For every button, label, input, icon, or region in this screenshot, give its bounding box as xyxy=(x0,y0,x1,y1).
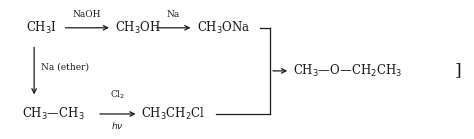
Text: ]: ] xyxy=(455,62,461,79)
Text: CH$_3$OH: CH$_3$OH xyxy=(115,20,161,36)
Text: CH$_3$—CH$_3$: CH$_3$—CH$_3$ xyxy=(22,106,85,122)
Text: CH$_3$ONa: CH$_3$ONa xyxy=(197,20,250,36)
Text: Cl$_2$: Cl$_2$ xyxy=(110,89,125,101)
Text: NaOH: NaOH xyxy=(73,10,101,19)
Text: CH$_3$CH$_2$Cl: CH$_3$CH$_2$Cl xyxy=(141,106,206,122)
Text: $h\nu$: $h\nu$ xyxy=(111,120,124,131)
Text: CH$_3$—O—CH$_2$CH$_3$: CH$_3$—O—CH$_2$CH$_3$ xyxy=(293,63,402,79)
Text: Na: Na xyxy=(167,10,180,19)
Text: CH$_3$I: CH$_3$I xyxy=(26,20,57,36)
Text: Na (ether): Na (ether) xyxy=(41,63,89,72)
